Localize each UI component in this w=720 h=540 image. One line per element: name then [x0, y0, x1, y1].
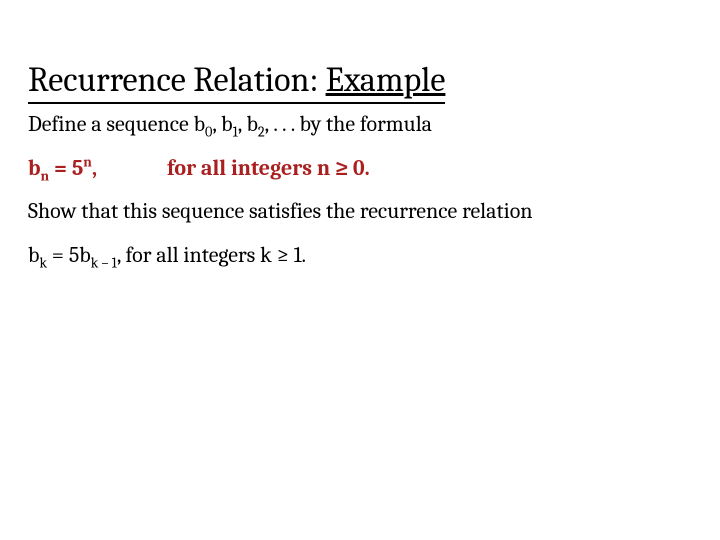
formula-row: bn = 5n, for all integers n ≥ 0.	[28, 154, 692, 184]
txt: , b	[238, 111, 258, 137]
txt: = 5b	[47, 242, 91, 268]
txt: , for all integers k ≥ 1.	[117, 242, 306, 268]
formula-right: for all integers n ≥ 0.	[167, 154, 370, 184]
txt: ,	[92, 155, 97, 181]
txt: = 5	[49, 155, 83, 181]
txt: , b	[212, 111, 232, 137]
slide-title: Recurrence Relation: Example	[28, 60, 445, 104]
sub-k: k	[39, 254, 47, 271]
txt: , . . . by the formula	[265, 111, 432, 137]
define-line: Define a sequence b0, b1, b2, . . . by t…	[28, 110, 692, 140]
recurrence-line: bk = 5bk – 1, for all integers k ≥ 1.	[28, 241, 692, 271]
show-line: Show that this sequence satisfies the re…	[28, 197, 692, 227]
txt: b	[28, 155, 41, 181]
sub-km1: k – 1	[91, 254, 117, 271]
slide-container: Recurrence Relation: Example Define a se…	[0, 0, 720, 540]
spacer	[28, 227, 692, 241]
sup-n: n	[83, 153, 92, 170]
title-example: Example	[326, 60, 446, 100]
txt: Define a sequence b	[28, 111, 205, 137]
title-main: Recurrence Relation:	[28, 60, 326, 100]
formula-left: bn = 5n,	[28, 154, 97, 184]
sub2: 2	[258, 123, 265, 140]
sub-n: n	[41, 167, 50, 184]
txt: b	[28, 242, 39, 268]
